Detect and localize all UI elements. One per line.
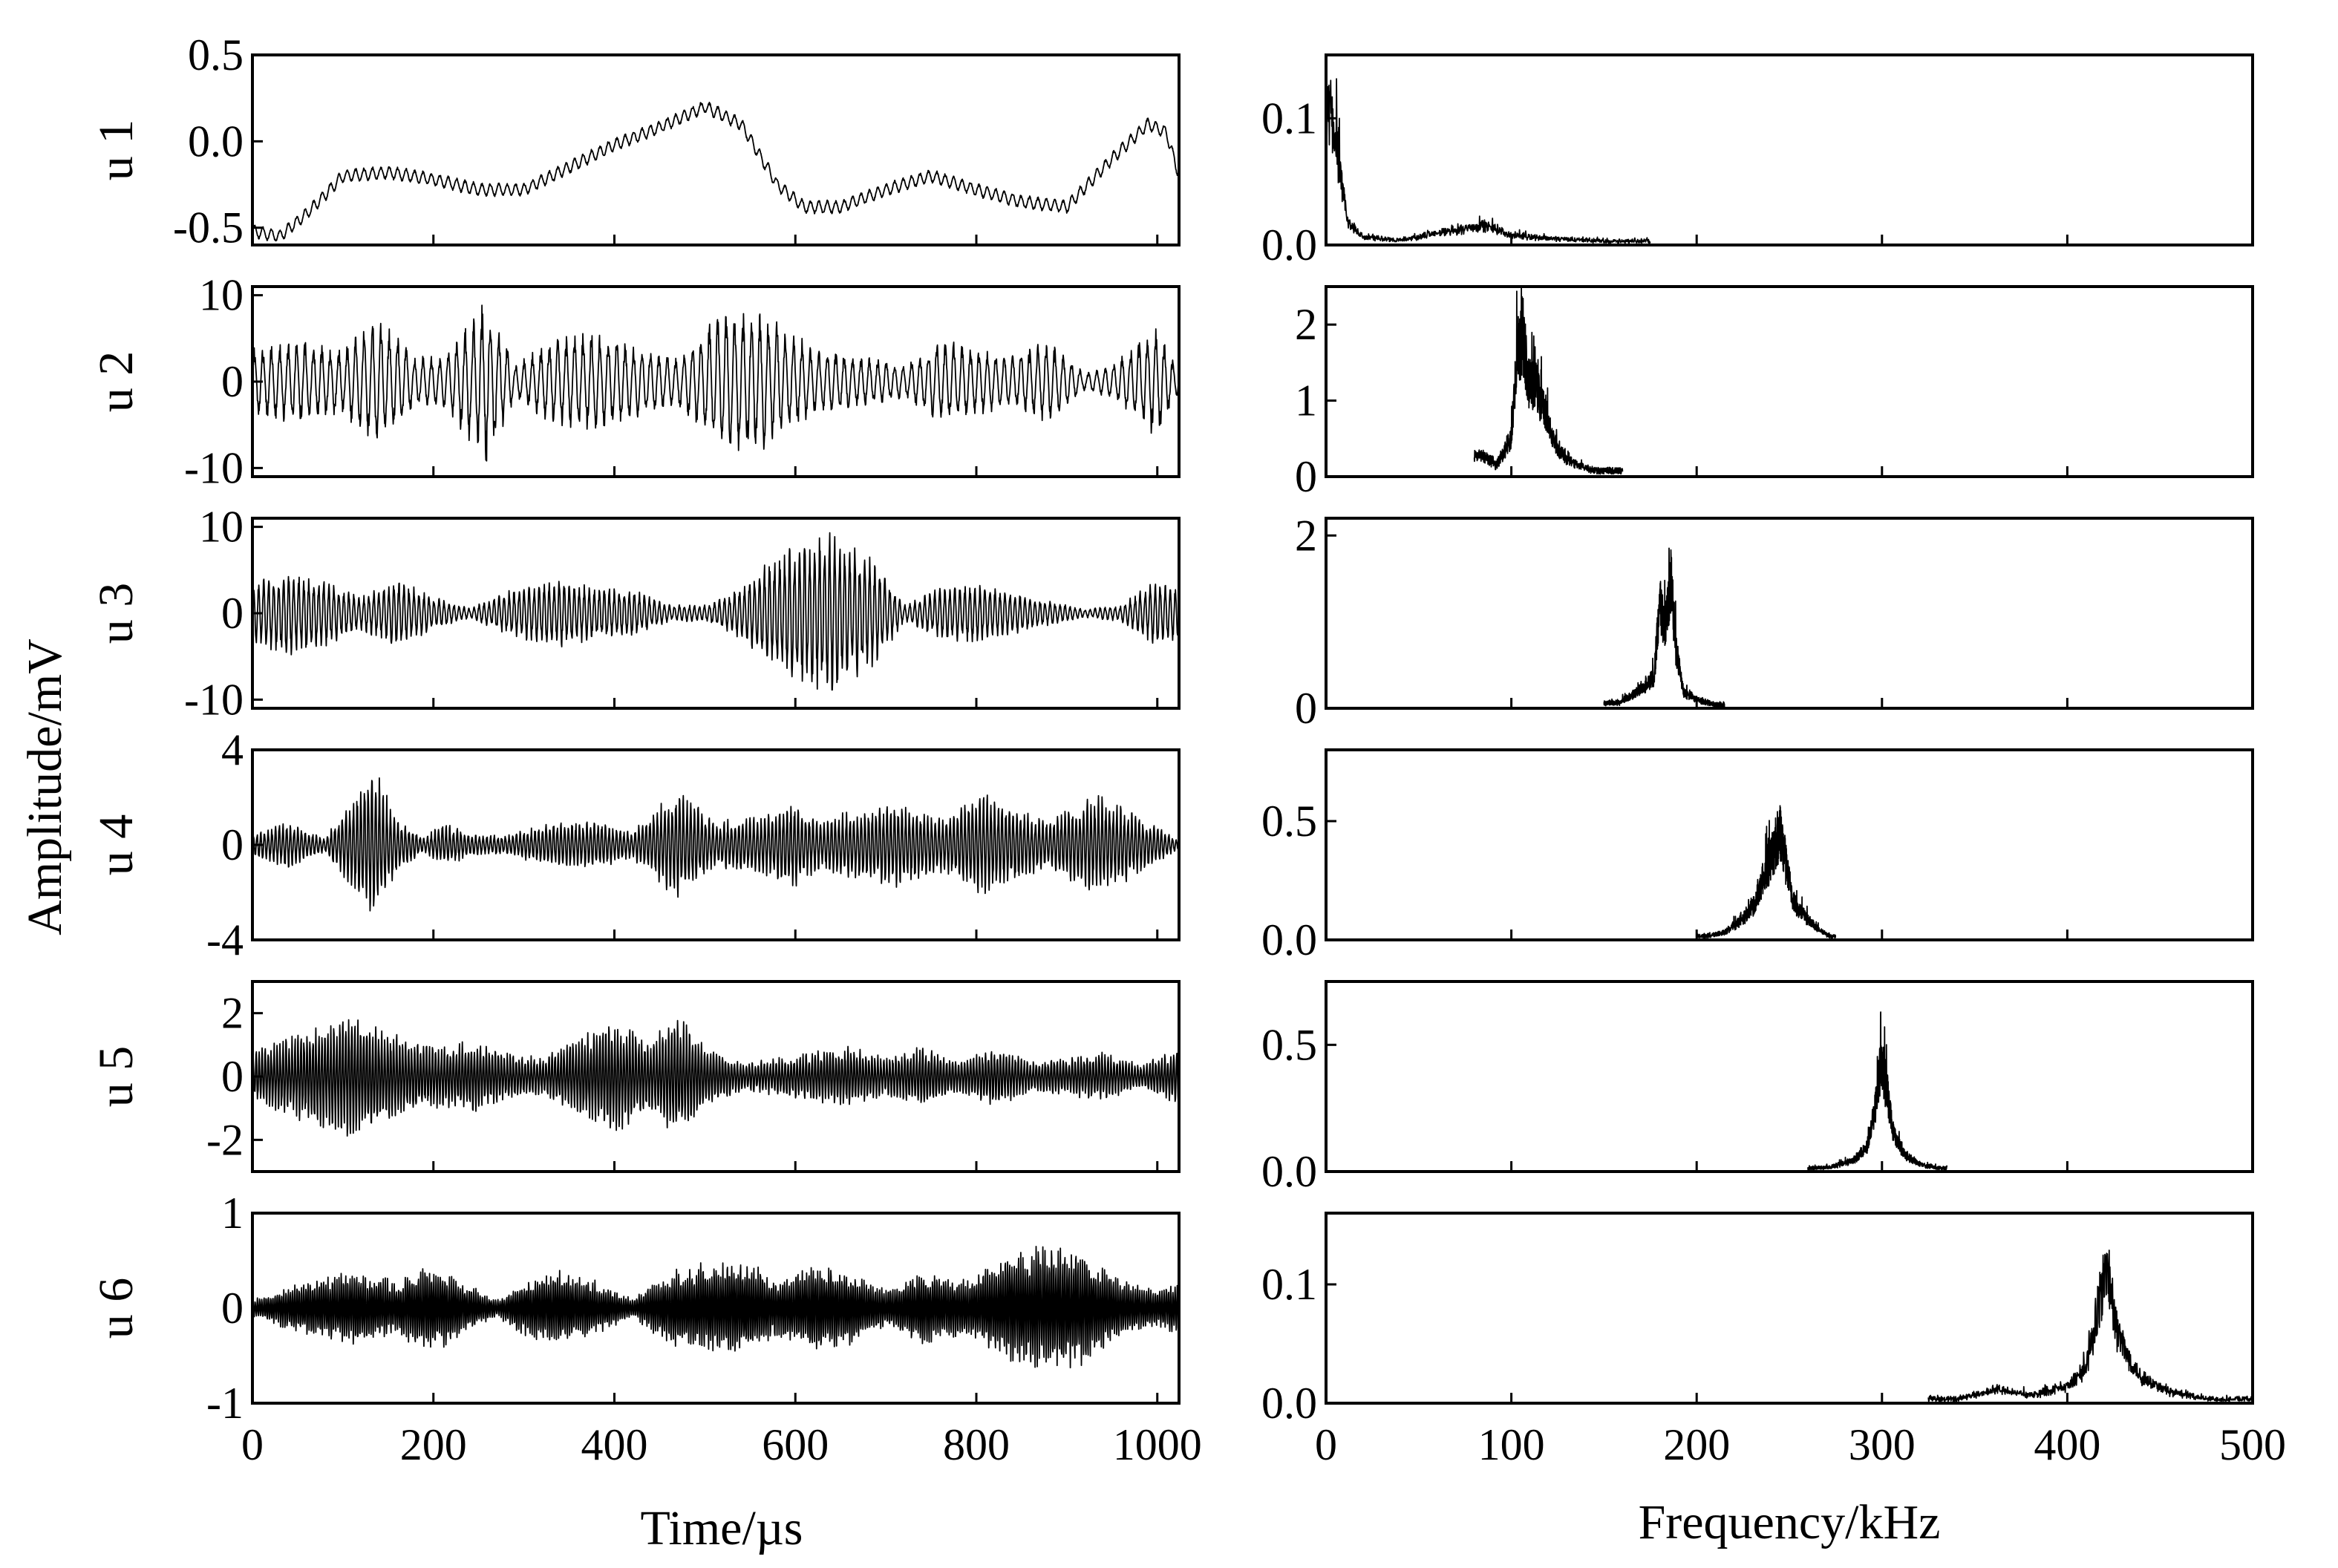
series-line-freq	[1927, 1250, 2253, 1402]
plot-frame-time	[251, 53, 1181, 246]
x-tick-label: 600	[762, 1420, 829, 1469]
y-tick-label: 1	[1295, 376, 1317, 425]
plot-frame-freq	[1325, 748, 2254, 941]
y-tick-label: 0	[221, 1052, 244, 1101]
y-tick-label: 10	[199, 503, 244, 552]
y-tick-label: 0.5	[1261, 797, 1317, 846]
y-tick-label: -10	[184, 443, 244, 492]
x-tick-label: 0	[1315, 1420, 1337, 1469]
x-tick-label: 800	[943, 1420, 1010, 1469]
y-tick-label: -10	[184, 675, 244, 724]
mode-label: u 5	[89, 1046, 143, 1108]
y-tick-label: 0.0	[1261, 1147, 1317, 1196]
x-tick-label: 400	[2034, 1420, 2100, 1469]
plot-frame-freq	[1325, 285, 2254, 478]
y-tick-label: -2	[206, 1115, 244, 1164]
series-line-time	[252, 532, 1180, 691]
y-tick-label: 0.5	[188, 30, 244, 79]
plot-frame-freq	[1325, 980, 2254, 1173]
y-tick-label: 0	[221, 357, 244, 406]
y-tick-label: 2	[1295, 511, 1317, 560]
x-tick-label: 400	[581, 1420, 648, 1469]
plot-frame-freq	[1325, 517, 2254, 710]
series-line-time	[252, 1246, 1180, 1369]
series-line-freq	[1603, 547, 1725, 708]
series-line-freq	[1696, 805, 1837, 939]
y-tick-label: 0.1	[1261, 1260, 1317, 1309]
mode-label: u 4	[89, 814, 143, 876]
y-tick-label: 0	[221, 820, 244, 869]
y-tick-label: 0.5	[1261, 1020, 1317, 1069]
mode-label: u 3	[89, 583, 143, 644]
y-tick-label: -0.5	[173, 203, 244, 252]
series-line-time	[252, 777, 1180, 912]
y-tick-label: 2	[1295, 300, 1317, 349]
y-tick-label: 2	[221, 989, 244, 1038]
y-tick-label: 0	[1295, 684, 1317, 733]
y-tick-label: 0.0	[188, 117, 244, 166]
series-line-freq	[1807, 1011, 1948, 1171]
series-line-freq	[1325, 78, 1651, 244]
y-tick-label: 0	[221, 1284, 244, 1333]
mode-label: u 6	[89, 1278, 143, 1339]
x-tick-label: 200	[400, 1420, 467, 1469]
figure-y-axis-label: Amplitude/mV	[18, 638, 72, 935]
y-tick-label: 0.0	[1261, 220, 1317, 270]
time-x-axis-label: Time/µs	[640, 1501, 803, 1555]
x-tick-label: 100	[1478, 1420, 1545, 1469]
x-tick-label: 1000	[1113, 1420, 1202, 1469]
y-tick-label: 10	[199, 271, 244, 320]
plot-frame-freq	[1325, 1212, 2254, 1405]
series-line-freq	[1473, 286, 1624, 475]
x-tick-label: 300	[1849, 1420, 1916, 1469]
y-tick-label: 0.0	[1261, 915, 1317, 964]
y-tick-label: 0	[221, 589, 244, 638]
y-tick-label: 0.0	[1261, 1379, 1317, 1428]
x-tick-label: 500	[2219, 1420, 2286, 1469]
y-tick-label: -1	[206, 1379, 244, 1428]
frequency-x-axis-label: Frequency/kHz	[1639, 1495, 1941, 1549]
mode-label: u 2	[89, 351, 143, 413]
x-tick-label: 0	[241, 1420, 264, 1469]
plot-frame-freq	[1325, 53, 2254, 246]
series-line-time	[252, 102, 1180, 242]
series-line-time	[252, 304, 1180, 462]
mode-label: u 1	[89, 120, 143, 181]
y-tick-label: 4	[221, 725, 244, 774]
x-tick-label: 200	[1663, 1420, 1730, 1469]
y-tick-label: 1	[221, 1189, 244, 1238]
y-tick-label: 0.1	[1261, 94, 1317, 143]
y-tick-label: -4	[206, 915, 244, 964]
series-line-time	[252, 1019, 1180, 1137]
y-tick-label: 0	[1295, 452, 1317, 501]
